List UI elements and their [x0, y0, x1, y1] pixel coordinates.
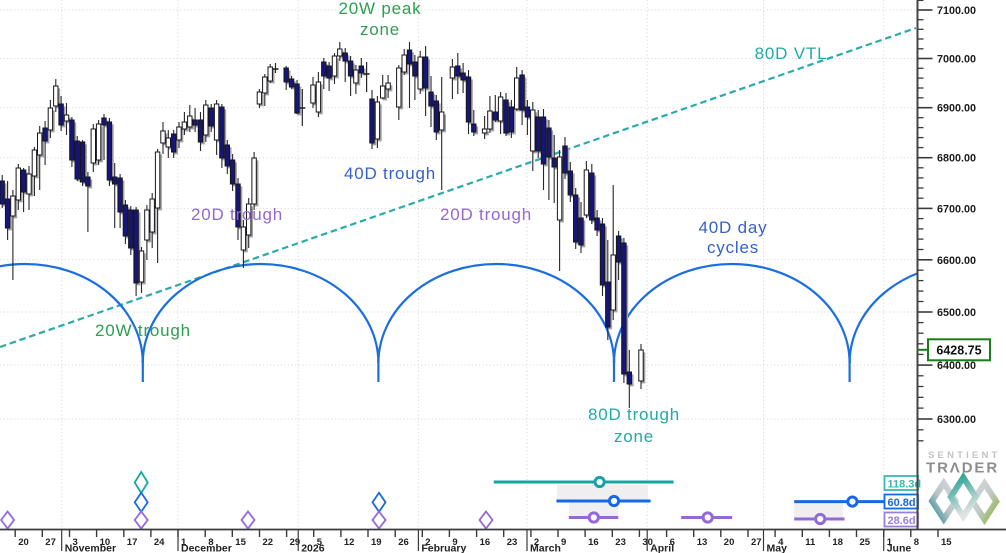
svg-text:16: 16 — [588, 537, 599, 548]
svg-text:6900.00: 6900.00 — [937, 103, 976, 115]
svg-text:February: February — [421, 543, 466, 553]
svg-text:22: 22 — [263, 537, 274, 548]
svg-text:40D trough: 40D trough — [344, 164, 436, 183]
svg-text:20D trough: 20D trough — [191, 205, 283, 224]
svg-text:2: 2 — [534, 537, 539, 548]
svg-text:zone: zone — [360, 20, 400, 39]
svg-text:June: June — [887, 543, 912, 553]
svg-text:6: 6 — [670, 537, 675, 548]
svg-text:May: May — [767, 543, 788, 553]
svg-text:80D VTL: 80D VTL — [755, 44, 828, 63]
svg-text:60.8d: 60.8d — [888, 497, 916, 509]
svg-text:80D trough: 80D trough — [588, 405, 680, 424]
svg-text:23: 23 — [615, 537, 626, 548]
svg-text:7000.00: 7000.00 — [937, 54, 976, 66]
svg-text:15: 15 — [941, 537, 952, 548]
svg-text:April: April — [650, 543, 674, 553]
svg-text:20: 20 — [18, 537, 29, 548]
svg-text:8: 8 — [208, 537, 213, 548]
svg-text:40D day: 40D day — [699, 218, 768, 237]
svg-text:25: 25 — [860, 537, 871, 548]
svg-text:24: 24 — [154, 537, 165, 548]
svg-text:16: 16 — [480, 537, 491, 548]
svg-text:15: 15 — [235, 537, 246, 548]
svg-text:SENTIENT: SENTIENT — [928, 450, 1001, 461]
svg-text:3: 3 — [73, 537, 78, 548]
svg-text:17: 17 — [127, 537, 138, 548]
svg-text:1: 1 — [887, 537, 893, 548]
svg-text:7100.00: 7100.00 — [937, 5, 976, 17]
svg-text:zone: zone — [614, 427, 654, 446]
svg-text:2026: 2026 — [301, 543, 325, 553]
svg-text:6600.00: 6600.00 — [937, 255, 976, 267]
svg-text:6400.00: 6400.00 — [937, 360, 976, 372]
svg-text:19: 19 — [371, 537, 382, 548]
svg-text:10: 10 — [100, 537, 111, 548]
svg-text:18: 18 — [832, 537, 843, 548]
svg-text:23: 23 — [507, 537, 518, 548]
svg-text:12: 12 — [344, 537, 355, 548]
svg-text:5: 5 — [317, 537, 323, 548]
svg-text:4: 4 — [778, 537, 784, 548]
svg-text:29: 29 — [290, 537, 301, 548]
svg-text:December: December — [181, 543, 232, 553]
svg-text:cycles: cycles — [707, 238, 759, 257]
svg-text:20W trough: 20W trough — [95, 321, 191, 340]
svg-text:November: November — [65, 543, 116, 553]
svg-text:TRΛDER: TRΛDER — [926, 460, 999, 477]
svg-text:27: 27 — [751, 537, 762, 548]
svg-text:27: 27 — [45, 537, 56, 548]
svg-text:11: 11 — [805, 537, 816, 548]
svg-text:26: 26 — [398, 537, 409, 548]
svg-text:13: 13 — [697, 537, 708, 548]
svg-text:9: 9 — [452, 537, 457, 548]
svg-text:6800.00: 6800.00 — [937, 153, 976, 165]
svg-text:6500.00: 6500.00 — [937, 307, 976, 319]
svg-text:28.6d: 28.6d — [888, 515, 916, 527]
svg-text:2: 2 — [425, 537, 430, 548]
svg-text:20W peak: 20W peak — [339, 0, 422, 18]
svg-text:9: 9 — [561, 537, 566, 548]
svg-text:8: 8 — [914, 537, 919, 548]
svg-text:6428.75: 6428.75 — [936, 343, 981, 357]
svg-text:6300.00: 6300.00 — [937, 414, 976, 426]
svg-text:20: 20 — [724, 537, 735, 548]
svg-text:6700.00: 6700.00 — [937, 203, 976, 215]
svg-text:1: 1 — [181, 537, 187, 548]
svg-text:20D trough: 20D trough — [440, 205, 532, 224]
svg-text:118.3d: 118.3d — [888, 479, 922, 491]
svg-text:March: March — [530, 543, 561, 553]
